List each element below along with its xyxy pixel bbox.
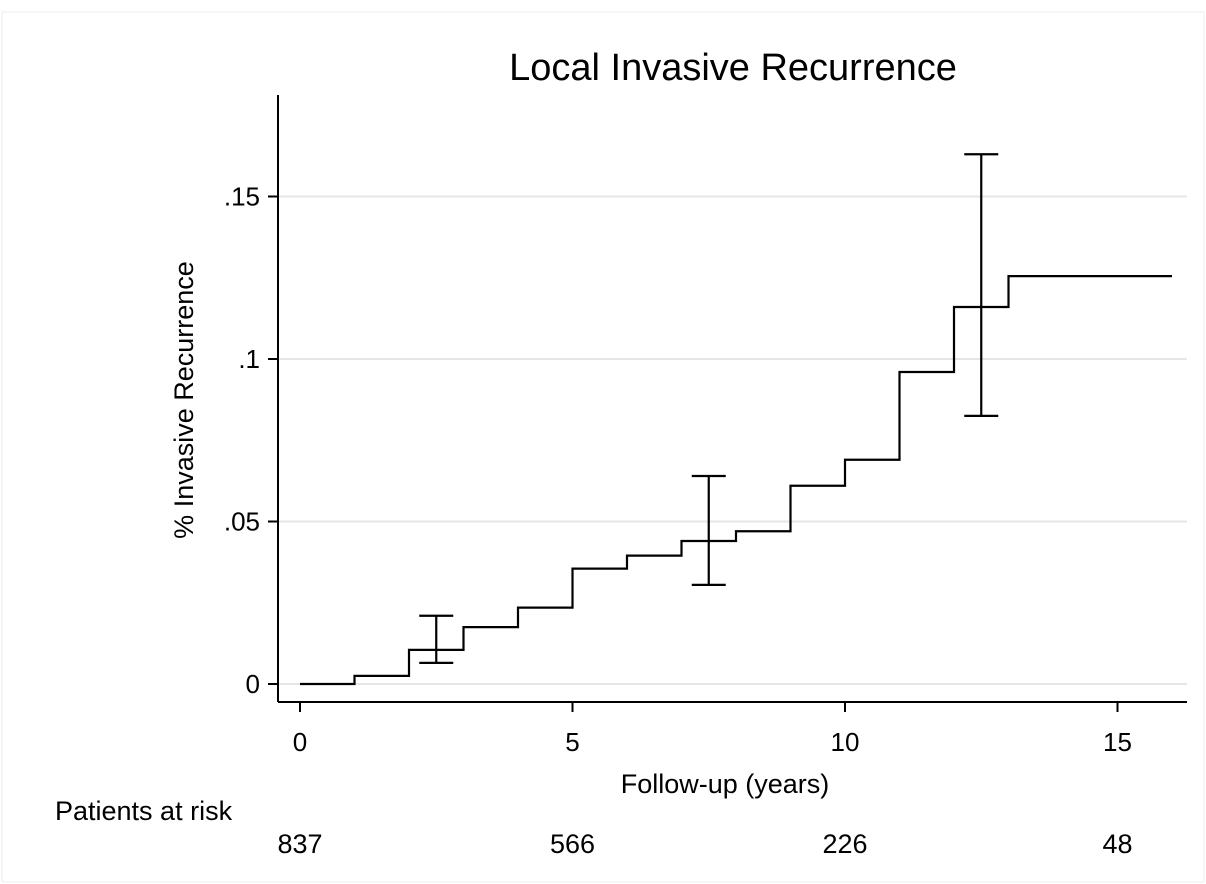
y-axis-ticks: 0 .05 .1 .15 [224,182,278,699]
y-tick-label: .15 [224,182,260,212]
at-risk-count: 566 [550,829,595,859]
y-tick-label: .05 [224,507,260,537]
axes [277,95,1187,703]
y-tick-label: 0 [246,669,260,699]
at-risk-count: 837 [277,829,322,859]
at-risk-label: Patients at risk [55,796,233,826]
km-step-curve [300,275,1172,686]
error-bar-0 [419,614,454,664]
x-tick-label: 0 [293,727,307,757]
error-bar-2 [964,153,999,417]
error-bar-1 [691,474,726,586]
chart-title: Local Invasive Recurrence [509,47,957,89]
gridlines [278,195,1187,685]
at-risk-counts: 837 566 226 48 [277,829,1132,859]
at-risk-count: 48 [1102,829,1132,859]
series [300,275,1172,686]
y-tick-label: .1 [238,344,260,374]
error-bars [419,153,999,664]
x-axis-label: Follow-up (years) [621,769,830,799]
x-tick-label: 10 [831,727,860,757]
at-risk-count: 226 [822,829,867,859]
y-axis-label: % Invasive Recurrence [169,261,199,539]
x-tick-label: 5 [565,727,579,757]
x-axis-ticks: 0 5 10 15 [293,702,1132,757]
x-tick-label: 15 [1103,727,1132,757]
chart-frame [1,11,1205,883]
